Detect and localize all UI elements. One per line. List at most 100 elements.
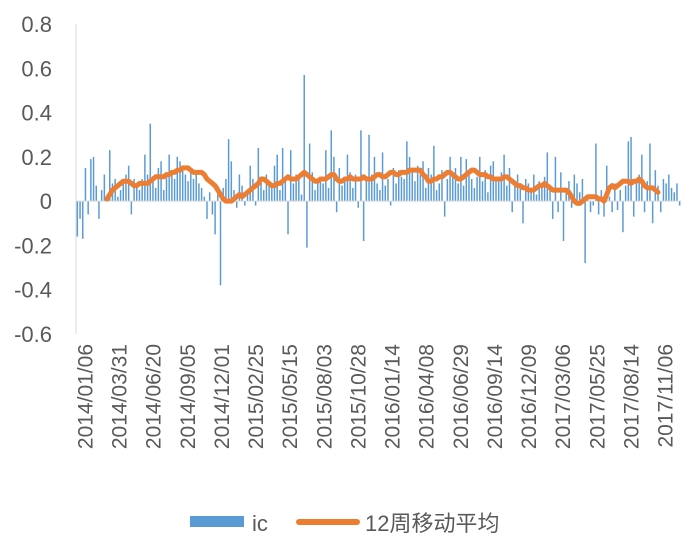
ic-bar [357, 201, 359, 208]
ic-bar [316, 181, 319, 202]
ic-bar [292, 183, 295, 202]
ic-bar [330, 130, 332, 202]
ic-bar [454, 167, 457, 202]
x-tick-label: 2015/10/28 [347, 344, 370, 449]
ic-bar [465, 159, 468, 202]
ic-bar [514, 181, 516, 202]
ic-bar [500, 172, 503, 202]
ic-bar [497, 176, 500, 202]
ic-bar [352, 187, 354, 202]
moving-average-line [104, 165, 661, 206]
ic-bar [306, 201, 308, 248]
ic-bar [368, 134, 370, 202]
ic-bar [284, 179, 287, 202]
ic-bar [225, 179, 227, 202]
ic-bar [416, 165, 419, 202]
ic-bar [117, 196, 119, 202]
x-tick-label: 2014/03/31 [109, 344, 132, 449]
ic-bar [462, 185, 465, 202]
ic-bar [638, 174, 640, 202]
ic-bar [265, 174, 268, 202]
x-axis-ticks: 2014/01/06 2014/03/31 2014/06/20 2014/09/05… [75, 344, 678, 449]
y-axis-ticks: 0.8 0.6 0.4 0.2 0 -0.2 -0.4 -0.6 [14, 12, 52, 347]
ic-bar [457, 183, 459, 202]
ic-bar [176, 156, 179, 202]
ic-bar [668, 174, 670, 202]
ic-bar [427, 167, 430, 202]
ic-bar [608, 196, 611, 202]
ic-bar [622, 201, 624, 233]
ic-bar [268, 183, 270, 202]
ic-bar [341, 185, 343, 202]
ic-bar [230, 161, 233, 202]
y-tick-label: 0.2 [21, 145, 52, 170]
ic-bar [662, 179, 665, 202]
ic-bar [384, 185, 386, 202]
ic-bar [95, 185, 97, 202]
ic-bar [581, 179, 584, 202]
ic-bar [643, 201, 646, 213]
ic-bar [160, 161, 162, 202]
ic-bar [235, 201, 238, 208]
ic-bar [546, 152, 549, 202]
ic-bar [446, 179, 449, 202]
ic-bar [300, 194, 303, 202]
y-tick-label: 0 [40, 189, 52, 214]
ic-bar [149, 123, 152, 202]
ic-bar [87, 201, 89, 215]
ic-bar [489, 165, 492, 202]
ic-bar [163, 190, 165, 202]
ic-bar [82, 201, 84, 239]
ic-bar [362, 201, 365, 241]
ic-bar [557, 201, 559, 213]
y-tick-label: 0.8 [21, 12, 52, 37]
ic-bar [578, 192, 581, 202]
ic-bar [192, 179, 195, 202]
ic-bar [441, 170, 443, 202]
ic-bar [311, 172, 314, 202]
ic-bar [630, 136, 632, 202]
ic-bar [138, 190, 141, 202]
ic-bar [495, 181, 497, 202]
y-tick-label: -0.4 [14, 278, 52, 303]
ic-bar [422, 161, 424, 202]
ic-bar [389, 201, 392, 206]
ic-bar [452, 174, 454, 202]
ic-bar [414, 181, 416, 202]
legend-label-ic: ic [252, 511, 268, 536]
ic-bar [473, 187, 476, 202]
ic-bar [281, 148, 284, 202]
ic-bar [238, 174, 241, 202]
ic-bar [103, 174, 106, 202]
ic-bar [181, 170, 184, 202]
ic-bar [673, 192, 675, 202]
ic-bar [360, 130, 362, 202]
ic-bar [371, 174, 373, 202]
ic-bar [570, 201, 573, 208]
x-tick-label: 2014/12/01 [211, 344, 234, 449]
ic-bar [195, 172, 197, 202]
ic-bar [479, 156, 481, 202]
ic-bar [287, 201, 289, 235]
ic-bar [573, 174, 576, 202]
ic-bar [354, 174, 357, 202]
ic-bar [217, 194, 219, 202]
ic-bar [611, 201, 613, 213]
ic-bar [327, 187, 330, 202]
ic-bar [319, 176, 322, 202]
ic-bar [584, 201, 586, 264]
ic-bar [136, 183, 138, 202]
ic-bar [468, 174, 470, 202]
ic-bar [257, 148, 260, 202]
ic-bar [260, 181, 262, 202]
ic-bar [100, 190, 103, 202]
ic-bar [565, 190, 567, 202]
ic-bar [122, 181, 125, 202]
x-tick-label: 2016/12/09 [518, 344, 541, 449]
ic-bar [84, 167, 87, 202]
ic-bar [276, 154, 278, 202]
ic-bar [449, 156, 451, 202]
ic-bar [90, 159, 92, 202]
ic-bar [649, 143, 651, 202]
